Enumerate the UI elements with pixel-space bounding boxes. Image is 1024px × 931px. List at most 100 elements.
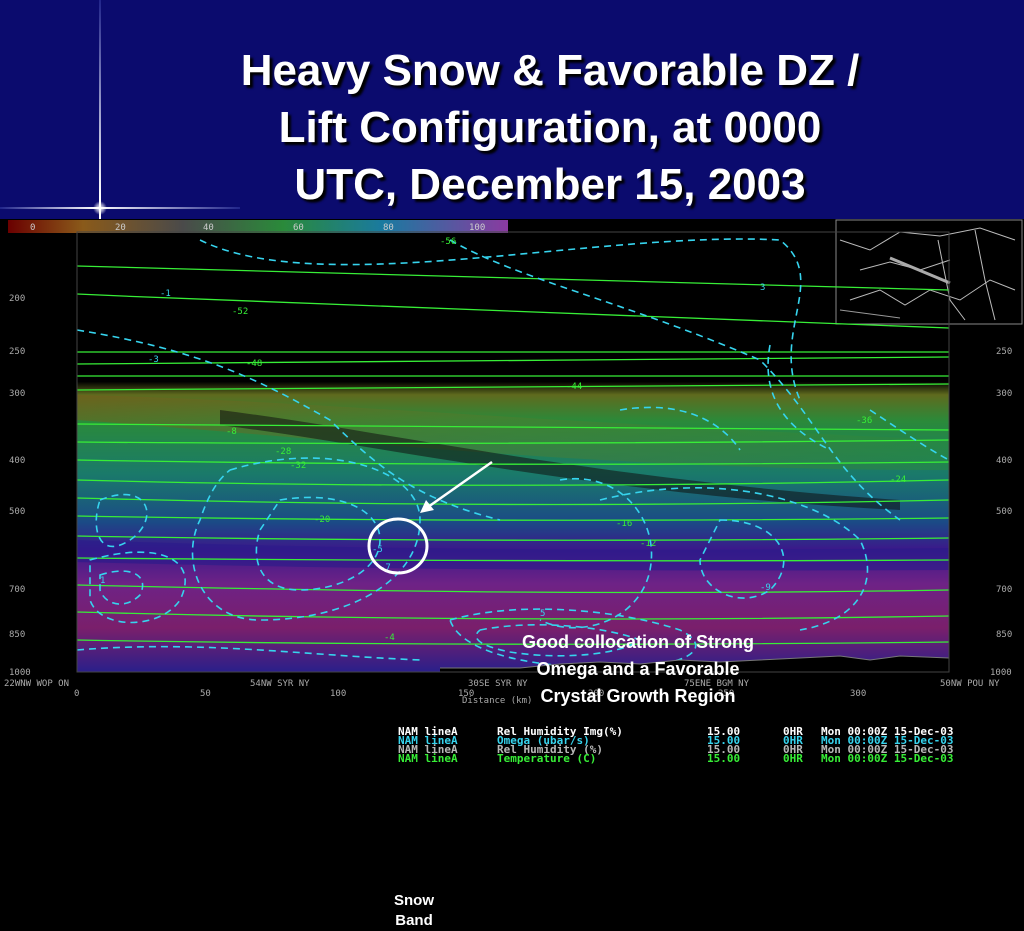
pressure-label: 250 xyxy=(996,347,1012,357)
pressure-label: 300 xyxy=(996,389,1012,399)
omega-label: -7 xyxy=(380,563,391,573)
location-label: 50NW POU NY xyxy=(940,679,1000,689)
colorbar-tick: 60 xyxy=(293,223,304,233)
distance-tick: 0 xyxy=(74,689,79,699)
legend-value: 15.00 xyxy=(707,743,740,756)
pressure-label: 850 xyxy=(9,630,25,640)
title-line: Lift Configuration, at 0000 xyxy=(278,103,822,152)
pressure-label: 300 xyxy=(9,389,25,399)
distance-tick: 150 xyxy=(458,689,474,699)
omega-label: -1 xyxy=(160,289,171,299)
colorbar-tick: 0 xyxy=(30,223,35,233)
annotation-line: Crystal Growth Region xyxy=(540,686,736,706)
slide-header: Heavy Snow & Favorable DZ / Lift Configu… xyxy=(0,0,1024,219)
temperature-label: -20 xyxy=(314,515,330,525)
omega-label: -9 xyxy=(760,583,771,593)
distance-tick: 100 xyxy=(330,689,346,699)
temperature-label: -32 xyxy=(290,461,306,471)
slide-title: Heavy Snow & Favorable DZ / Lift Configu… xyxy=(110,42,990,213)
annotation-arrow xyxy=(420,460,493,513)
temperature-label: -48 xyxy=(246,359,262,369)
legend-time: Mon 00:00Z 15-Dec-03 xyxy=(821,725,953,738)
temperature-label: -44 xyxy=(566,382,582,392)
pressure-axis-right: 250 300 400 500 700 850 1000 xyxy=(990,347,1012,678)
pressure-label: 700 xyxy=(9,585,25,595)
location-axis: 22WNW WOP ON 54NW SYR NY 30SE SYR NY 75E… xyxy=(4,679,1000,689)
inset-map xyxy=(835,219,1023,325)
colorbar-tick: 80 xyxy=(383,223,394,233)
omega-label: 5 xyxy=(540,609,545,619)
annotation-text: Good collocation of Strong Omega and a F… xyxy=(478,629,798,710)
annotation-line: Omega and a Favorable xyxy=(536,659,740,679)
legend-value: 15.00 xyxy=(707,725,740,738)
colorbar-tick: 100 xyxy=(469,223,485,233)
location-label: 22WNW WOP ON xyxy=(4,679,69,689)
cross-section-image: 0 20 40 60 80 100 xyxy=(0,219,1024,929)
pressure-label: 250 xyxy=(9,347,25,357)
decorative-horizontal-line xyxy=(0,207,240,209)
pressure-label: 850 xyxy=(996,630,1012,640)
colorbar xyxy=(8,220,508,233)
legend: NAM lineA Rel Humidity Img(%) 15.00 0HR Mon … xyxy=(398,725,953,765)
legend-model: NAM lineA xyxy=(398,725,458,738)
legend-hr: 0HR xyxy=(783,725,803,738)
omega-label: 1 xyxy=(100,576,105,586)
contour-labels: -56 -52 -48 -44 -36 -32 -28 -24 -20 -16 … xyxy=(100,237,906,643)
legend-hr: 0HR xyxy=(783,743,803,756)
moist-band xyxy=(77,540,949,571)
title-line: Heavy Snow & Favorable DZ / xyxy=(240,46,860,95)
distance-axis-label: Distance (km) xyxy=(462,696,532,706)
pressure-label: 500 xyxy=(996,507,1012,517)
omega-label: -3 xyxy=(148,355,159,365)
legend-value: 15.00 xyxy=(707,752,740,765)
omega-label: -5 xyxy=(372,545,383,555)
dry-tongue xyxy=(77,395,949,470)
legend-field: Omega (ubar/s) xyxy=(497,734,590,747)
pressure-label: 400 xyxy=(9,456,25,466)
legend-field: Rel Humidity Img(%) xyxy=(497,725,623,738)
temperature-label: -12 xyxy=(640,539,656,549)
snow-band-circle xyxy=(367,517,429,575)
snow-band-line: Snow xyxy=(394,892,434,909)
pressure-label: 400 xyxy=(996,456,1012,466)
sparkle-icon xyxy=(93,201,107,215)
pressure-label: 700 xyxy=(996,585,1012,595)
colorbar-tick: 20 xyxy=(115,223,126,233)
legend-field: Temperature (C) xyxy=(497,752,596,765)
omega-label: 3 xyxy=(760,283,765,293)
pressure-label: 200 xyxy=(9,294,25,304)
omega-contours xyxy=(76,238,950,669)
temperature-label: -28 xyxy=(275,447,291,457)
temperature-label: -16 xyxy=(616,519,632,529)
location-label: 30SE SYR NY xyxy=(468,679,528,689)
legend-model: NAM lineA xyxy=(398,752,458,765)
snow-band-line: Band xyxy=(395,912,433,929)
pressure-label: 1000 xyxy=(9,668,31,678)
distance-tick: 300 xyxy=(850,689,866,699)
distance-tick: 250 xyxy=(718,689,734,699)
location-label: 54NW SYR NY xyxy=(250,679,310,689)
distance-tick: 50 xyxy=(200,689,211,699)
legend-time: Mon 00:00Z 15-Dec-03 xyxy=(821,752,953,765)
legend-hr: 0HR xyxy=(783,734,803,747)
temperature-label: -56 xyxy=(440,237,456,247)
terrain xyxy=(440,656,949,672)
pressure-label: 1000 xyxy=(990,668,1012,678)
legend-model: NAM lineA xyxy=(398,743,458,756)
pressure-axis-left: 200 250 300 400 500 700 850 1000 xyxy=(9,294,31,678)
distance-axis: 0 50 100 150 200 250 300 Distance (km) xyxy=(74,689,866,706)
legend-value: 15.00 xyxy=(707,734,740,747)
pressure-label: 500 xyxy=(9,507,25,517)
legend-hr: 0HR xyxy=(783,752,803,765)
annotation-line: Good collocation of Strong xyxy=(522,632,754,652)
dark-slot xyxy=(220,410,900,510)
temperature-label: -52 xyxy=(232,307,248,317)
location-label: 75ENE BGM NY xyxy=(684,679,750,689)
colorbar-tick: 40 xyxy=(203,223,214,233)
decorative-vertical-line xyxy=(99,0,101,219)
temperature-label: -36 xyxy=(856,416,872,426)
distance-tick: 200 xyxy=(588,689,604,699)
legend-time: Mon 00:00Z 15-Dec-03 xyxy=(821,734,953,747)
temperature-label: -8 xyxy=(226,427,237,437)
legend-field: Rel Humidity (%) xyxy=(497,743,603,756)
